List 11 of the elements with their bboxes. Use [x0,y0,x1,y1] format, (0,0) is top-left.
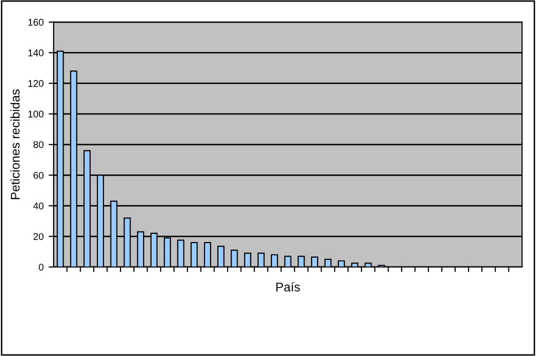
y-tick-label: 100 [28,110,44,118]
x-axis-title: País [276,282,300,292]
y-axis-title: Peticiones recibidas [10,89,20,200]
y-tick-label: 20 [34,233,44,240]
y-tick-label: 40 [33,202,44,210]
y-tick-label: 160 [28,18,44,26]
y-tick-label: 140 [28,49,44,56]
y-tick-label: 60 [34,172,44,179]
y-tick-label: 80 [33,141,44,148]
y-tick-label: 120 [28,80,44,87]
y-tick-label: 0 [38,264,44,271]
